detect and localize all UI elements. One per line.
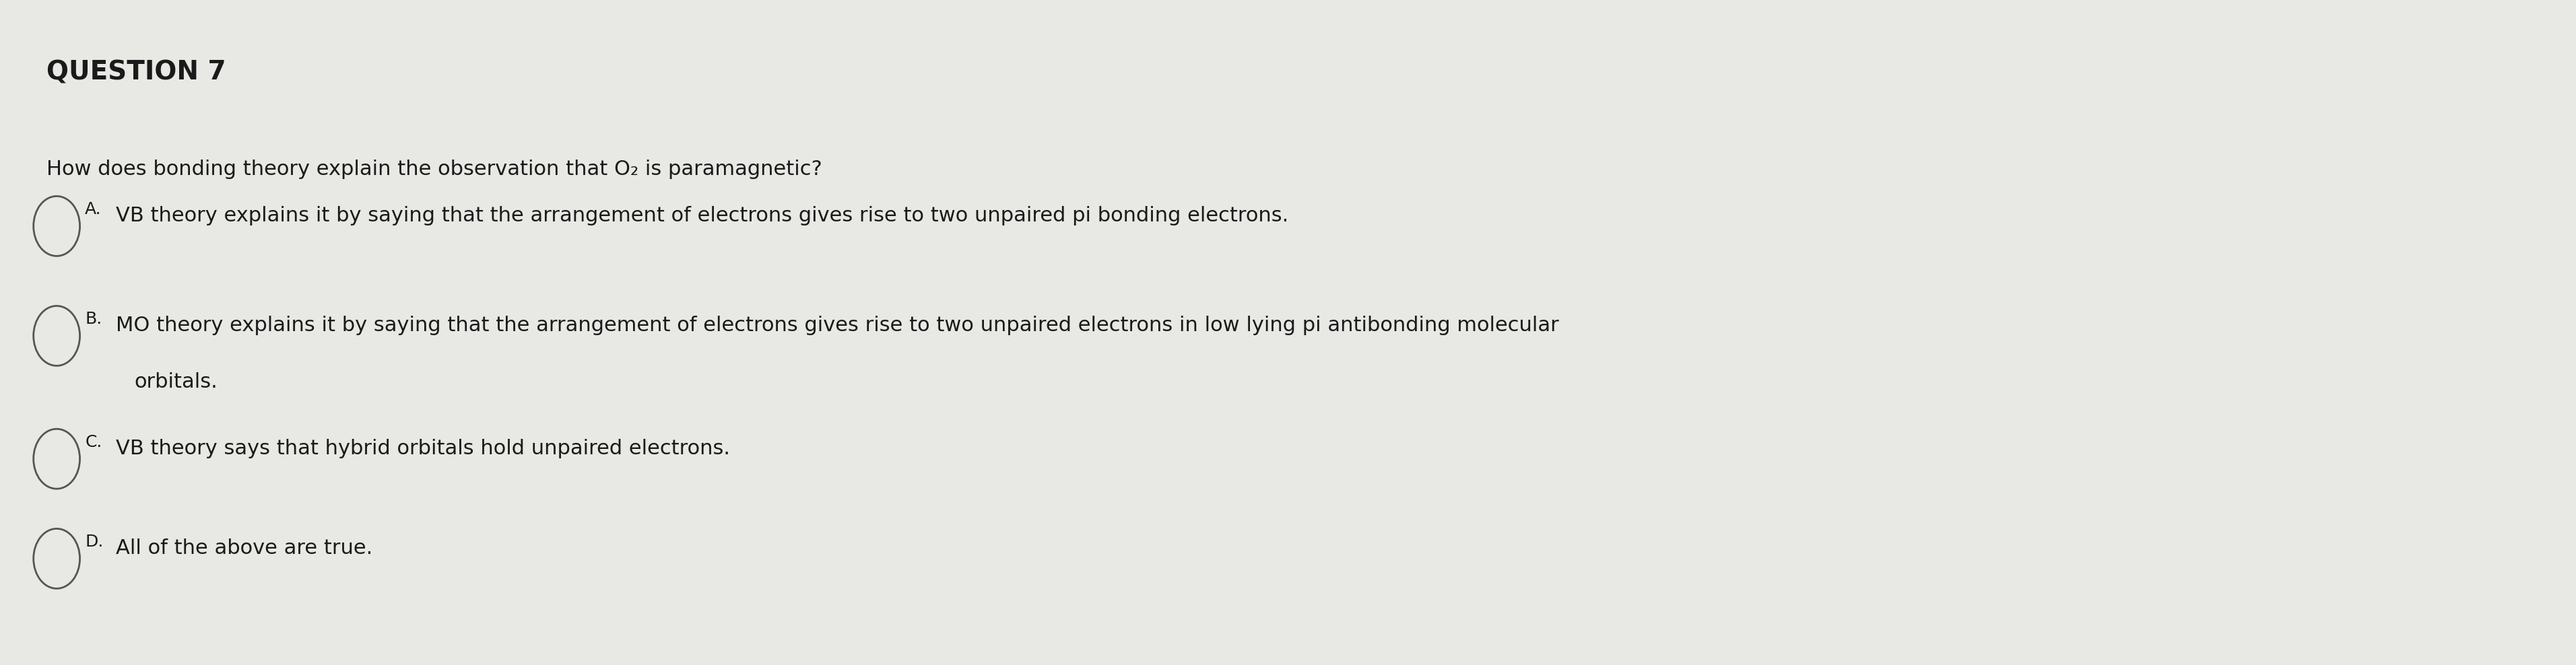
Text: VB theory says that hybrid orbitals hold unpaired electrons.: VB theory says that hybrid orbitals hold… (116, 439, 729, 458)
Text: All of the above are true.: All of the above are true. (116, 539, 374, 558)
Text: D.: D. (85, 534, 103, 550)
Text: A.: A. (85, 201, 100, 217)
Text: C.: C. (85, 434, 103, 450)
Text: How does bonding theory explain the observation that O₂ is paramagnetic?: How does bonding theory explain the obse… (46, 160, 822, 179)
Text: B.: B. (85, 311, 103, 327)
Text: MO theory explains it by saying that the arrangement of electrons gives rise to : MO theory explains it by saying that the… (116, 316, 1558, 335)
Text: orbitals.: orbitals. (134, 372, 216, 392)
Text: QUESTION 7: QUESTION 7 (46, 60, 227, 85)
Text: VB theory explains it by saying that the arrangement of electrons gives rise to : VB theory explains it by saying that the… (116, 206, 1288, 225)
